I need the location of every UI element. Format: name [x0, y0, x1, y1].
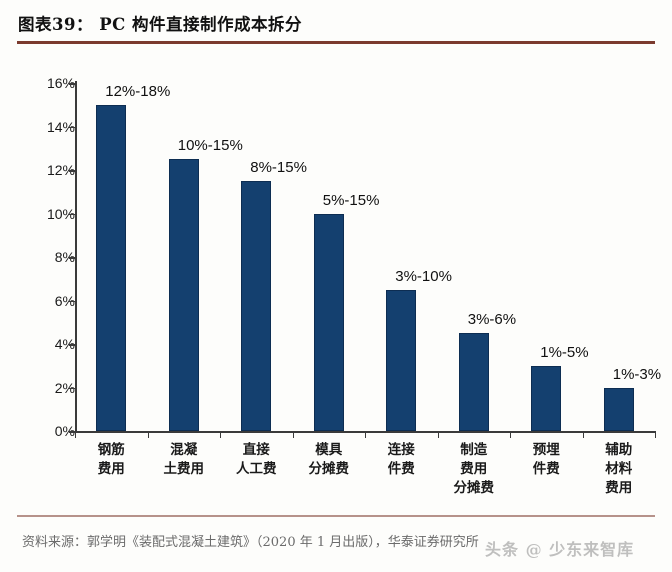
category-label-line: 连接 [387, 442, 415, 458]
bar-label-1: 12%-18% [105, 82, 171, 100]
y-tick-4: 4% [0, 337, 75, 351]
category-label-line: 费用 [605, 480, 633, 496]
category-label-line: 直接 [242, 442, 270, 458]
category-label-2: 混凝 土费用 [148, 441, 221, 479]
y-tick-label: 12% [46, 162, 75, 178]
x-tick-mark [582, 431, 584, 438]
y-tick-label: 6% [54, 292, 75, 309]
y-tick-12: 12% [0, 163, 75, 177]
bar-label-2: 10%-15% [177, 137, 243, 155]
bar-6 [458, 333, 489, 431]
y-tick-mark [69, 213, 75, 216]
chart-footer: 资料来源：郭学明《装配式混凝土建筑》（2020 年 1 月出版），华泰证券研究所 [0, 515, 672, 572]
y-tick-mark [69, 387, 75, 390]
x-tick-mark [365, 431, 367, 438]
y-tick-label: 2% [54, 379, 75, 396]
bar-label-8: 1%-3% [612, 365, 662, 383]
y-tick-14: 14% [0, 120, 75, 134]
bar-7 [531, 365, 562, 431]
y-tick-label: 16% [46, 75, 75, 91]
page-title: 图表39： PC 构件直接制作成本拆分 [18, 15, 302, 34]
category-label-line: 模具 [315, 442, 343, 458]
y-tick-0: 0% [0, 424, 75, 438]
y-tick-mark [69, 126, 75, 129]
x-tick-mark [655, 431, 657, 438]
y-tick-mark [69, 431, 75, 433]
category-label-line: 费用 [97, 461, 125, 477]
bar-label-7: 1%-5% [540, 343, 589, 361]
y-tick-10: 10% [0, 207, 75, 221]
y-tick-6: 6% [0, 294, 75, 308]
category-label-line: 制造 [460, 442, 488, 458]
y-tick-mark [69, 170, 75, 172]
y-tick-8: 8% [0, 250, 75, 264]
bar-3 [241, 180, 272, 431]
title-divider [17, 41, 655, 44]
bar-4 [313, 213, 344, 431]
category-label-3: 直接 人工费 [220, 441, 293, 479]
y-tick-label: 10% [46, 205, 75, 222]
bar-label-4: 5%-15% [322, 191, 380, 209]
bar-2 [168, 159, 199, 431]
chart-plot-area: 0% 2% 4% 6% 8% 10% 12% 14% 16% 12%-18% 10%-15% 8%-… [0, 48, 672, 515]
category-label-line: 件费 [532, 461, 560, 477]
y-tick-2: 2% [0, 381, 75, 395]
category-label-line: 预埋 [532, 442, 560, 458]
y-tick-label: 8% [54, 249, 75, 265]
x-tick-mark [220, 431, 222, 438]
bar-5 [386, 289, 417, 431]
y-axis-line [75, 81, 77, 433]
watermark: 头条 @ 少东来智库 [485, 540, 635, 559]
bar-1 [96, 104, 127, 431]
x-tick-mark [75, 431, 77, 438]
category-label-1: 钢筋 费用 [75, 441, 148, 479]
y-tick-label: 4% [54, 336, 75, 352]
category-label-line: 材料 [605, 461, 633, 477]
y-tick-mark [69, 257, 75, 259]
category-label-8: 辅助 材料 费用 [583, 441, 656, 498]
category-label-line: 钢筋 [97, 442, 125, 458]
bar-label-6: 3%-6% [467, 311, 517, 329]
source-note: 资料来源：郭学明《装配式混凝土建筑》（2020 年 1 月出版），华泰证券研究所 [22, 535, 479, 550]
category-label-5: 连接 件费 [365, 441, 438, 479]
category-label-7: 预埋 件费 [510, 441, 583, 479]
y-tick-mark [69, 83, 75, 85]
category-label-line: 分摊费 [308, 461, 350, 477]
category-label-line: 分摊费 [453, 480, 495, 496]
y-tick-mark [69, 344, 75, 346]
x-tick-mark [437, 431, 439, 438]
category-label-line: 件费 [387, 461, 415, 477]
x-tick-mark [147, 431, 149, 438]
y-tick-16: 16% [0, 76, 75, 90]
category-label-line: 土费用 [163, 461, 205, 477]
category-label-line: 混凝 [170, 442, 198, 458]
category-label-line: 辅助 [605, 442, 633, 458]
footer-divider [17, 515, 655, 517]
bar-label-5: 3%-10% [395, 267, 452, 285]
category-label-line: 人工费 [236, 461, 277, 477]
category-label-line: 费用 [460, 461, 488, 477]
category-label-4: 模具 分摊费 [293, 441, 366, 479]
x-tick-mark [292, 431, 294, 438]
chart-header: 图表39： PC 构件直接制作成本拆分 [0, 0, 672, 48]
y-tick-label: 14% [46, 118, 75, 135]
bar-label-3: 8%-15% [250, 158, 307, 176]
x-tick-mark [510, 431, 512, 438]
y-tick-label: 0% [54, 423, 75, 439]
y-tick-mark [69, 300, 75, 303]
category-label-6: 制造 费用 分摊费 [438, 441, 511, 498]
bar-8 [603, 387, 634, 431]
